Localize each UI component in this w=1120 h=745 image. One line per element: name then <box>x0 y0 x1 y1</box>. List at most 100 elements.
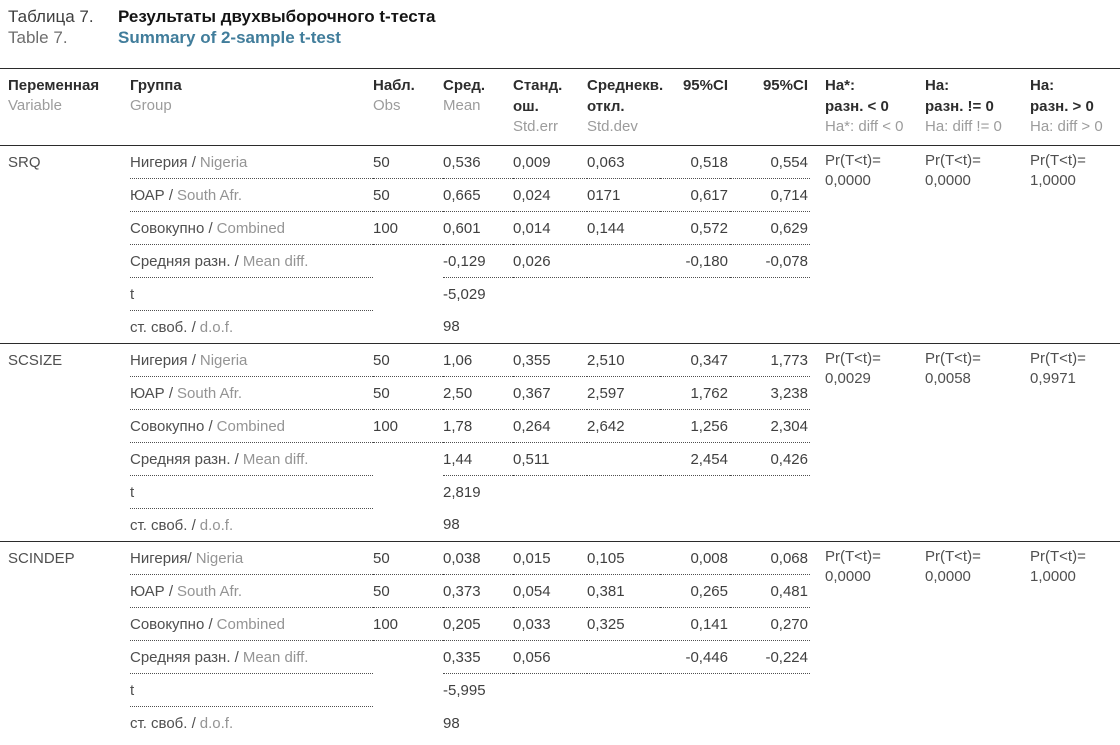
table-caption: Таблица 7. Результаты двухвыборочного t-… <box>0 0 1120 48</box>
group-cell: ст. своб. / d.o.f. <box>130 310 373 344</box>
ci-low-cell: 0,572 <box>660 211 730 245</box>
mean-cell: 0,205 <box>443 607 513 641</box>
stddev-cell: 0,381 <box>587 574 660 608</box>
mean-cell: 2,50 <box>443 376 513 410</box>
group-cell: ЮАР / South Afr. <box>130 574 373 608</box>
variable-cell: SRQ <box>0 145 130 344</box>
ha-lt-cell: Pr(T<t)= 0,0029 <box>810 343 925 542</box>
pr-value: 0,0029 <box>825 370 871 387</box>
stddev-cell <box>587 278 660 311</box>
ha-lt-cell: Pr(T<t)= 0,0000 <box>810 542 925 740</box>
col-header-ci-low: 95%CI <box>660 68 730 146</box>
pr-value: 0,0000 <box>925 568 971 585</box>
group-cell: Средняя разн. / Mean diff. <box>130 640 373 674</box>
obs-cell: 100 <box>373 607 443 641</box>
group-label-ru: Средняя разн. / <box>130 648 239 666</box>
group-label-en: d.o.f. <box>199 318 234 336</box>
stddev-cell: 0,144 <box>587 211 660 245</box>
obs-cell <box>373 476 443 509</box>
mean-cell: 98 <box>443 714 460 732</box>
table-row: ст. своб. / d.o.f. 98 <box>0 508 1120 542</box>
table-row: Совокупно / Combined 100 1,78 0,264 2,642… <box>0 409 1120 443</box>
ha-gt-cell: Pr(T<t)= 1,0000 <box>1030 145 1120 344</box>
group-cell: Совокупно / Combined <box>130 607 373 641</box>
group-label-ru: ЮАР / <box>130 186 174 204</box>
obs-cell <box>373 674 443 707</box>
stderr-cell: 0,367 <box>513 376 587 410</box>
group-label-ru: t <box>130 681 135 699</box>
ci-high-cell: 0,481 <box>730 574 810 608</box>
ci-high-cell: 0,068 <box>730 541 810 575</box>
obs-cell <box>373 443 443 476</box>
table-row: t -5,029 <box>0 277 1120 311</box>
col-header-ru: Переменная <box>8 77 100 94</box>
group-label-ru: Средняя разн. / <box>130 252 239 270</box>
ci-low-cell <box>660 674 730 707</box>
ci-low-cell: 0,617 <box>660 178 730 212</box>
ci-high-cell: 3,238 <box>730 376 810 410</box>
table-row: SCINDEP Нигерия/Nigeria 50 0,038 0,015 0… <box>0 541 1120 585</box>
stddev-cell: 0,105 <box>587 541 660 575</box>
col-header-en: Variable <box>8 97 62 114</box>
pr-value: 0,0000 <box>925 172 971 189</box>
pr-value: 0,0058 <box>925 370 971 387</box>
group-cell: Нигерия/Nigeria <box>130 541 373 575</box>
stderr-cell <box>513 674 587 707</box>
col-header-ru: Группа <box>130 77 182 94</box>
col-header-ru: Среднекв. откл. <box>587 77 664 115</box>
stderr-cell: 0,024 <box>513 178 587 212</box>
pr-label: Pr(T<t)= <box>1030 350 1086 367</box>
stddev-cell <box>587 674 660 707</box>
group-label-ru: ст. своб. / <box>130 318 196 336</box>
mean-cell: 98 <box>443 508 513 542</box>
ci-high-cell: -0,224 <box>730 640 810 674</box>
table-row: SRQ Нигерия / Nigeria 50 0,536 0,009 0,06… <box>0 145 1120 344</box>
group-label-en: Mean diff. <box>242 648 309 666</box>
group-cell: ЮАР / South Afr. <box>130 376 373 410</box>
pr-value: 1,0000 <box>1030 568 1076 585</box>
mean-cell: 1,06 <box>443 343 513 377</box>
pr-label: Pr(T<t)= <box>825 548 881 565</box>
stderr-cell: 0,009 <box>513 145 587 179</box>
table-row: t 2,819 <box>0 475 1120 509</box>
group-label-ru: Совокупно / <box>130 615 213 633</box>
pr-value: 0,0000 <box>825 568 871 585</box>
ci-low-cell: 0,518 <box>660 145 730 179</box>
obs-cell: 50 <box>373 574 443 608</box>
table-row: Совокупно / Combined 100 0,601 0,014 0,14… <box>0 211 1120 245</box>
mean-cell: 98 <box>443 310 513 344</box>
stddev-cell <box>587 476 660 509</box>
group-label-en: Nigeria <box>199 153 248 171</box>
ci-high-cell: 0,554 <box>730 145 810 179</box>
table-row: Средняя разн. / Mean diff. -0,129 0,026 -… <box>0 244 1120 278</box>
ci-high-cell <box>730 476 810 509</box>
col-header-ru: 95%CI <box>762 77 808 94</box>
col-header-ha-gt: Ha: разн. > 0 Ha: diff > 0 <box>1030 68 1120 146</box>
ci-low-cell: -0,180 <box>660 244 730 278</box>
stddev-cell <box>587 640 660 674</box>
obs-cell <box>373 310 443 344</box>
ci-low-cell <box>660 508 730 542</box>
ci-low-cell: -0,446 <box>660 640 730 674</box>
col-header-ru: Ha*: разн. < 0 <box>825 77 889 115</box>
group-cell: Нигерия / Nigeria <box>130 343 373 377</box>
group-cell: Средняя разн. / Mean diff. <box>130 442 373 476</box>
group-label-en: d.o.f. <box>199 516 234 534</box>
mean-cell: 1,44 <box>443 442 513 476</box>
col-header-ru: Ha: разн. != 0 <box>925 77 994 115</box>
stderr-cell <box>513 707 587 740</box>
ci-high-cell: 0,270 <box>730 607 810 641</box>
ci-high-cell <box>730 310 810 344</box>
ci-low-cell: 0,347 <box>660 343 730 377</box>
group-cell: t <box>130 475 373 509</box>
col-header-en: Group <box>130 97 172 114</box>
caption-line-en: Table 7. Summary of 2-sample t-test <box>8 27 1120 48</box>
ci-high-cell <box>730 707 810 740</box>
header-row: Переменная Variable Группа Group Набл. O… <box>0 68 1120 146</box>
table-row: Совокупно / Combined 100 0,205 0,033 0,32… <box>0 607 1120 641</box>
group-label-en: Combined <box>216 417 286 435</box>
table-row: ст. своб. / d.o.f. 98 <box>0 707 1120 740</box>
obs-cell: 50 <box>373 343 443 377</box>
stderr-cell: 0,511 <box>513 442 587 476</box>
